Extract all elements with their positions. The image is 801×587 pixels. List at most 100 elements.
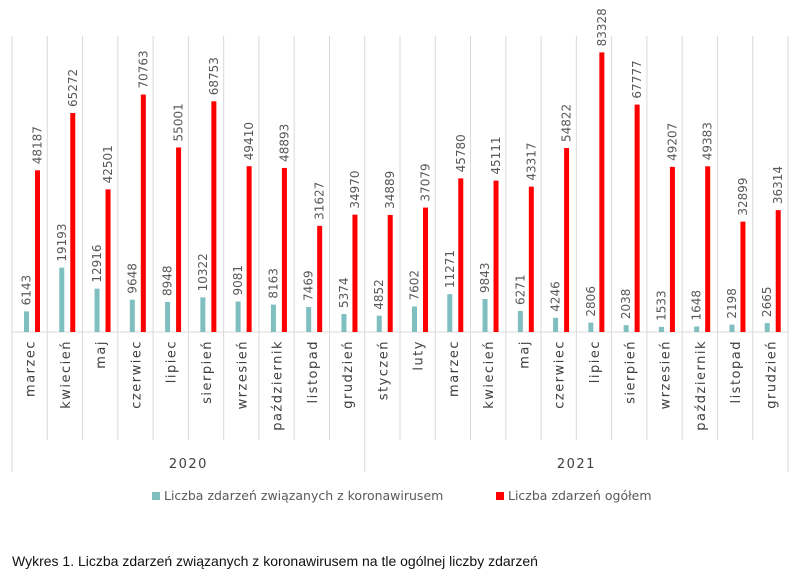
bar-covid [447, 294, 453, 332]
bar-total [352, 214, 358, 332]
bar-total [740, 221, 746, 332]
bar-covid [517, 310, 523, 332]
data-label-total: 34970 [348, 170, 362, 208]
data-label-total: 65272 [66, 69, 80, 107]
bar-total [281, 167, 287, 332]
category-label: sierpień [200, 340, 215, 404]
data-label-total: 43317 [524, 142, 538, 180]
category-label: marzec [447, 340, 462, 397]
category-label: czerwiec [553, 340, 568, 409]
data-label-covid: 5374 [337, 277, 351, 308]
bar-total [705, 166, 711, 332]
data-label-total: 45111 [489, 136, 503, 174]
legend-swatch [152, 492, 160, 500]
data-label-covid: 2038 [619, 289, 633, 320]
bar-total [35, 170, 40, 332]
data-label-covid: 10322 [196, 253, 210, 291]
data-label-covid: 6143 [20, 275, 34, 306]
data-label-total: 55001 [172, 103, 186, 141]
bar-total [775, 210, 781, 332]
data-label-total: 37079 [419, 163, 433, 201]
category-label: lipiec [165, 340, 180, 383]
data-label-total: 54822 [560, 104, 574, 142]
data-label-total: 32899 [736, 177, 750, 215]
bar-covid [623, 325, 629, 332]
bar-covid [729, 324, 735, 332]
data-label-covid: 8948 [161, 265, 175, 296]
category-label: marzec [24, 340, 39, 397]
bar-total [317, 225, 323, 332]
bar-covid [270, 304, 276, 332]
data-label-covid: 2665 [760, 287, 774, 318]
data-label-covid: 1533 [654, 290, 668, 321]
bar-covid [129, 299, 135, 332]
group-label: 2021 [557, 457, 596, 472]
data-label-total: 42501 [101, 145, 115, 183]
category-label: październik [694, 340, 709, 431]
chart: 6143 19193 12916 9648 8948 10322 9081 8163 7469 5… [11, 8, 789, 503]
bar-covid [694, 326, 700, 332]
bar-total [564, 148, 570, 332]
bar-total [140, 94, 146, 333]
data-label-total: 49207 [665, 123, 679, 161]
data-label-covid: 2198 [725, 288, 739, 319]
data-label-covid: 2806 [584, 286, 598, 317]
bar-covid [306, 306, 312, 332]
category-label: wrzesień [235, 340, 250, 409]
category-label: styczeń [376, 340, 391, 400]
category-label: listopad [729, 340, 744, 404]
bar-total [634, 104, 640, 332]
bar-total [493, 180, 499, 332]
bar-covid [235, 301, 241, 332]
category-label: maj [517, 340, 532, 369]
bar-total [211, 101, 217, 332]
data-label-total: 67777 [630, 60, 644, 98]
legend-swatch [496, 492, 504, 500]
bar-covid [764, 323, 770, 332]
data-label-total: 49383 [701, 122, 715, 160]
data-label-covid: 9081 [231, 265, 245, 296]
bar-total [70, 112, 76, 332]
legend-label: Liczba zdarzeń związanych z koronawiruse… [164, 488, 443, 503]
data-label-total: 49410 [242, 122, 256, 160]
bar-total [423, 207, 428, 332]
bar-total [176, 147, 182, 332]
bar-covid [658, 326, 664, 332]
data-label-covid: 8163 [266, 268, 280, 299]
bar-total [599, 52, 605, 332]
category-label: kwiecień [59, 340, 74, 409]
data-label-covid: 9648 [125, 263, 139, 294]
bar-total [387, 214, 393, 332]
data-label-covid: 4852 [372, 279, 386, 310]
data-label-total: 70763 [136, 50, 150, 88]
bar-covid [376, 315, 382, 332]
data-label-covid: 9843 [478, 262, 492, 293]
category-label: czerwiec [129, 340, 144, 409]
category-label: listopad [306, 340, 321, 404]
data-label-total: 48187 [31, 126, 45, 164]
bar-covid [553, 317, 559, 332]
category-label: październik [271, 340, 286, 431]
category-label: lipiec [588, 340, 603, 383]
data-label-covid: 4246 [549, 281, 563, 312]
data-label-covid: 12916 [90, 244, 104, 282]
data-label-total: 68753 [207, 57, 221, 95]
figure-caption: Wykres 1. Liczba zdarzeń związanych z ko… [12, 553, 538, 569]
data-label-covid: 11271 [443, 250, 457, 288]
category-label: grudzień [341, 340, 356, 409]
data-label-total: 36314 [771, 166, 785, 204]
data-label-covid: 1648 [690, 290, 704, 321]
bar-covid [165, 301, 171, 332]
data-label-covid: 7602 [408, 270, 422, 301]
category-label: kwiecień [482, 340, 497, 409]
legend-label: Liczba zdarzeń ogółem [508, 488, 652, 503]
bar-covid [412, 306, 417, 332]
bar-covid [94, 288, 100, 332]
category-label: luty [412, 340, 427, 371]
bar-covid [482, 298, 488, 332]
bar-covid [588, 322, 594, 332]
data-label-covid: 6271 [513, 274, 527, 305]
data-label-total: 45780 [454, 134, 468, 172]
category-label: maj [94, 340, 109, 369]
bar-covid [59, 267, 65, 332]
